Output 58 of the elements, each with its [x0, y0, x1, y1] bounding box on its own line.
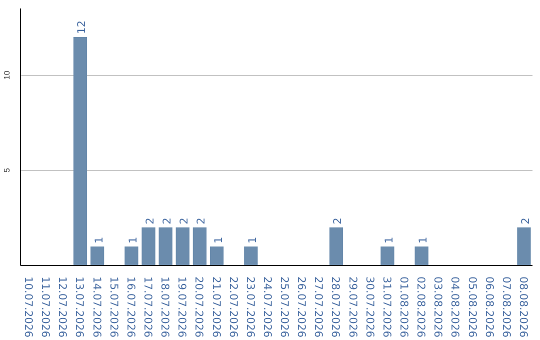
x-tick-label: 16.07.2026 — [124, 276, 138, 338]
x-tick-label: 28.07.2026 — [329, 276, 342, 338]
data-label: 2 — [518, 218, 532, 224]
x-tick-label: 20.07.2026 — [192, 276, 206, 338]
x-tick-label: 30.07.2026 — [363, 276, 376, 338]
data-label: 1 — [92, 236, 106, 244]
x-tick-label: 23.07.2026 — [244, 276, 257, 338]
bar — [73, 37, 88, 266]
bar — [142, 227, 156, 266]
bar — [176, 227, 190, 266]
bar — [517, 227, 531, 266]
x-tick-label: 11.07.2026 — [39, 276, 52, 338]
x-tick-label: 15.07.2026 — [107, 276, 120, 338]
data-label: 2 — [194, 218, 208, 224]
y-tick-label: 10 — [2, 70, 12, 80]
bar — [414, 246, 428, 266]
x-tick-label: 21.07.2026 — [210, 276, 223, 338]
x-tick-label: 10.07.2026 — [22, 276, 36, 338]
x-tick-label: 04.08.2026 — [448, 276, 462, 338]
x-tick-label: 05.08.2026 — [466, 276, 479, 338]
x-tick-label: 27.07.2026 — [312, 276, 326, 338]
x-tick-label: 01.08.2026 — [398, 276, 410, 338]
x-tick-label: 06.08.2026 — [482, 276, 496, 338]
x-tick-label: 24.07.2026 — [260, 276, 274, 338]
bar — [124, 246, 138, 266]
x-tick-label: 03.08.2026 — [432, 276, 445, 338]
x-tick-label: 22.07.2026 — [226, 276, 240, 338]
data-label: 12 — [75, 20, 88, 34]
x-tick-label: 07.08.2026 — [500, 276, 513, 338]
bar — [244, 246, 258, 266]
data-label: 1 — [382, 236, 396, 244]
data-label: 2 — [160, 218, 174, 224]
bar — [329, 227, 344, 266]
x-tick-label: 19.07.2026 — [176, 276, 189, 338]
x-tick-label: 14.07.2026 — [90, 276, 104, 338]
data-label: 2 — [144, 218, 156, 224]
x-tick-label: 02.08.2026 — [414, 276, 428, 338]
bar — [192, 227, 207, 266]
x-tick-label: 26.07.2026 — [295, 276, 308, 338]
x-tick-label: 08.08.2026 — [516, 276, 530, 338]
x-tick-label: 12.07.2026 — [56, 276, 70, 338]
bar — [90, 246, 104, 266]
bar — [158, 227, 172, 266]
x-tick-label: 18.07.2026 — [158, 276, 172, 338]
data-label: 2 — [178, 218, 191, 224]
x-tick-label: 13.07.2026 — [73, 276, 86, 338]
bar — [380, 246, 394, 266]
data-label: 1 — [212, 236, 225, 244]
x-tick-label: 31.07.2026 — [380, 276, 394, 338]
data-label: 1 — [416, 236, 430, 244]
bar — [210, 246, 224, 266]
y-tick-label: 5 — [2, 168, 12, 173]
x-tick-label: 25.07.2026 — [278, 276, 292, 338]
data-label: 1 — [246, 236, 259, 244]
x-tick-label: 17.07.2026 — [142, 276, 154, 338]
data-label: 2 — [331, 218, 344, 224]
x-tick-label: 29.07.2026 — [346, 276, 360, 338]
data-label: 1 — [126, 236, 140, 244]
